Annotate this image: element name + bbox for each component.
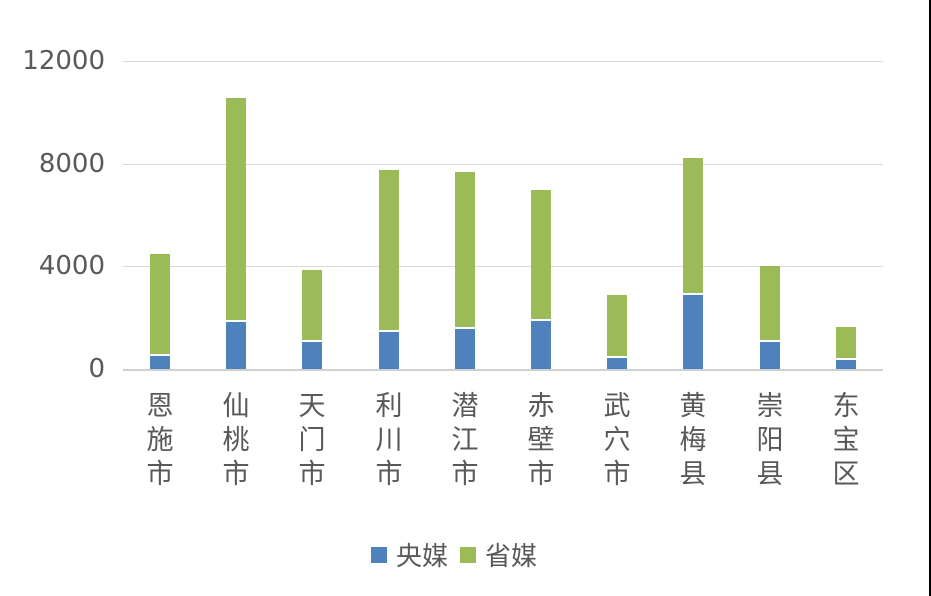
x-tick-label: 赤壁市 bbox=[527, 391, 555, 490]
bar-segment-provincial-media[interactable] bbox=[607, 295, 627, 356]
bar-segment-provincial-media[interactable] bbox=[379, 170, 399, 330]
bar-segment-central-media[interactable] bbox=[760, 341, 780, 369]
bar-segment-central-media[interactable] bbox=[836, 359, 856, 369]
legend-item-provincial-media[interactable]: 省媒 bbox=[460, 536, 537, 573]
x-tick-label: 武穴市 bbox=[603, 391, 631, 490]
x-tick-label: 潜江市 bbox=[451, 391, 479, 490]
x-tick-label: 仙桃市 bbox=[222, 391, 250, 490]
bar-segment-provincial-media[interactable] bbox=[836, 327, 856, 358]
frame-border bbox=[929, 0, 931, 596]
bar-segment-central-media[interactable] bbox=[150, 355, 170, 369]
bar-segment-central-media[interactable] bbox=[226, 322, 246, 369]
bar-segment-central-media[interactable] bbox=[607, 357, 627, 369]
y-tick-label: 0 bbox=[88, 354, 105, 384]
x-tick-label: 崇阳县 bbox=[756, 391, 784, 490]
x-tick-label: 黄梅县 bbox=[679, 391, 707, 490]
y-tick-label: 8000 bbox=[38, 149, 105, 179]
x-tick-label: 东宝区 bbox=[832, 391, 860, 490]
legend-swatch-green-icon bbox=[460, 546, 477, 563]
legend-swatch-blue-icon bbox=[371, 546, 387, 563]
bar-segment-central-media[interactable] bbox=[379, 331, 399, 369]
bar-segment-central-media[interactable] bbox=[455, 328, 475, 369]
legend-label: 央媒 bbox=[396, 542, 449, 572]
bar-segment-provincial-media[interactable] bbox=[150, 254, 170, 354]
bar-segment-provincial-media[interactable] bbox=[302, 270, 322, 340]
gridline bbox=[123, 266, 883, 267]
x-tick-label: 利川市 bbox=[375, 391, 403, 490]
y-tick-label: 12000 bbox=[22, 46, 105, 76]
bar-segment-provincial-media[interactable] bbox=[455, 172, 475, 327]
bar-segment-provincial-media[interactable] bbox=[226, 98, 246, 321]
bar-segment-provincial-media[interactable] bbox=[683, 158, 703, 293]
bar-segment-central-media[interactable] bbox=[531, 320, 551, 369]
legend-label: 省媒 bbox=[485, 542, 538, 572]
x-tick-label: 天门市 bbox=[298, 391, 326, 490]
gridline bbox=[123, 164, 883, 165]
gridline bbox=[123, 61, 883, 62]
x-tick-label: 恩施市 bbox=[146, 391, 174, 490]
bar-segment-provincial-media[interactable] bbox=[531, 190, 551, 319]
bar-segment-provincial-media[interactable] bbox=[760, 266, 780, 340]
bar-segment-central-media[interactable] bbox=[683, 294, 703, 369]
y-tick-label: 4000 bbox=[38, 251, 105, 281]
x-axis-line bbox=[123, 369, 883, 371]
legend-item-central-media[interactable]: 央媒 bbox=[371, 536, 448, 573]
bar-segment-central-media[interactable] bbox=[302, 341, 322, 369]
legend: 央媒 省媒 bbox=[371, 536, 549, 573]
